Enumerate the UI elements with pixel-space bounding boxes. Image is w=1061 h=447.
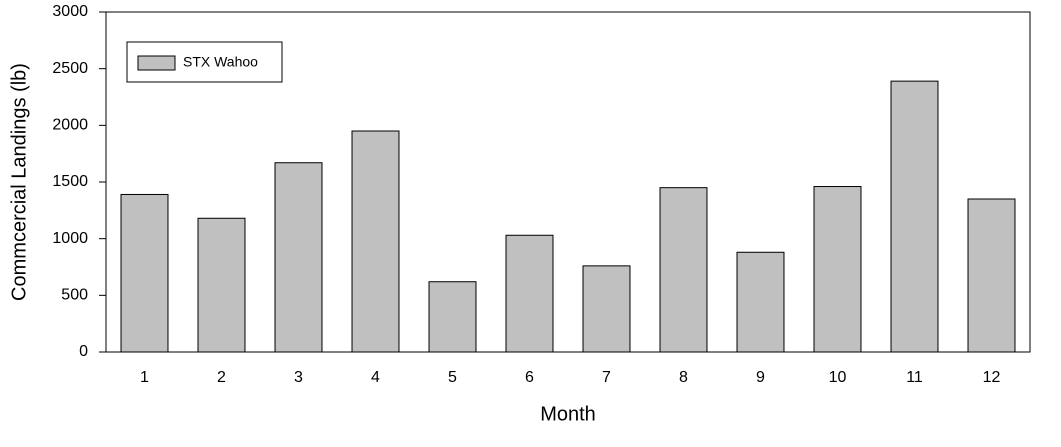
x-tick-label: 10 <box>829 369 847 386</box>
bar <box>120 193 169 353</box>
x-tick-label: 8 <box>679 369 688 386</box>
bar <box>659 187 708 353</box>
x-tick-label: 4 <box>371 369 380 386</box>
x-tick-label: 5 <box>448 369 457 386</box>
plot-frame <box>105 11 1031 353</box>
x-tick-label: 9 <box>756 369 765 386</box>
x-tick-label: 7 <box>602 369 611 386</box>
bar <box>967 198 1016 353</box>
x-tick-label: 12 <box>983 369 1001 386</box>
bar <box>582 265 631 353</box>
legend-label: STX Wahoo <box>183 54 258 70</box>
bar <box>428 281 477 353</box>
y-tick-label: 2500 <box>52 60 88 77</box>
bar <box>505 234 554 353</box>
x-tick-label: 2 <box>217 369 226 386</box>
y-tick-label: 500 <box>61 287 88 304</box>
bar <box>274 162 323 353</box>
x-axis-title: Month <box>540 403 596 425</box>
x-tick-label: 6 <box>525 369 534 386</box>
y-tick-label: 1000 <box>52 230 88 247</box>
x-tick-label: 1 <box>140 369 149 386</box>
bar <box>197 217 246 353</box>
bar <box>890 80 939 353</box>
bar <box>351 130 400 353</box>
y-tick-label: 3000 <box>52 3 88 20</box>
y-axis-title: Commcercial Landings (lb) <box>8 63 30 301</box>
bar <box>813 186 862 353</box>
y-tick-label: 1500 <box>52 173 88 190</box>
x-tick-label: 3 <box>294 369 303 386</box>
y-tick-label: 2000 <box>52 117 88 134</box>
y-tick-label: 0 <box>79 343 88 360</box>
bar <box>736 251 785 353</box>
x-tick-label: 11 <box>906 369 923 386</box>
legend-swatch <box>137 55 176 71</box>
